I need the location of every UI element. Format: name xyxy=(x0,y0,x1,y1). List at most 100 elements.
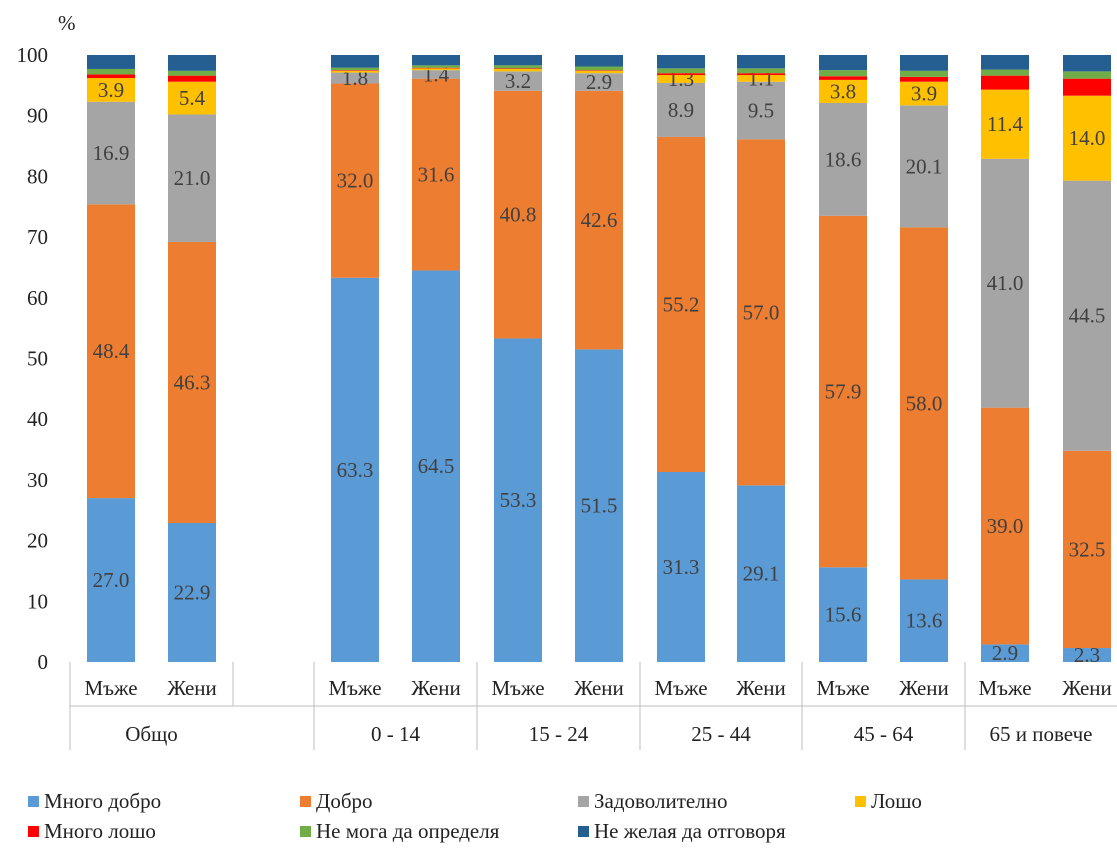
bar-segment xyxy=(168,70,216,76)
bar-segment xyxy=(575,66,623,71)
bar-segment xyxy=(168,81,216,115)
bar-segment xyxy=(412,78,460,271)
bar-segment xyxy=(819,55,867,71)
bar-segment xyxy=(737,73,785,76)
bar-segment xyxy=(87,55,135,69)
data-label: 14.0 xyxy=(1069,126,1106,150)
data-label: 32.0 xyxy=(337,169,374,193)
legend-label: Не мога да определя xyxy=(316,819,500,843)
bar-segment xyxy=(1063,648,1111,662)
data-label: 51.5 xyxy=(581,494,618,518)
bar-segment xyxy=(412,67,460,69)
bar-segment xyxy=(737,55,785,69)
x-category-label: Жени xyxy=(411,676,461,700)
data-label: 8.9 xyxy=(668,98,694,122)
y-axis-unit: % xyxy=(58,11,76,35)
bar-segment xyxy=(168,241,216,523)
bar-segment xyxy=(819,70,867,77)
legend-swatch xyxy=(28,826,39,837)
legend-label: Лошо xyxy=(871,789,922,813)
bar-segment xyxy=(737,139,785,486)
bar-segment xyxy=(87,101,135,205)
x-category-label: Мъже xyxy=(816,676,869,700)
bar-segment xyxy=(87,204,135,499)
data-label: 53.3 xyxy=(500,488,537,512)
data-label: 27.0 xyxy=(93,568,130,592)
data-label: 29.1 xyxy=(743,562,780,586)
bar-segment xyxy=(331,72,379,84)
data-label: 16.9 xyxy=(93,141,130,165)
data-label: 48.4 xyxy=(93,339,130,363)
x-group-label: 15 - 24 xyxy=(529,722,589,746)
bar-segment xyxy=(1063,71,1111,79)
x-category-label: Жени xyxy=(736,676,786,700)
bar-segment xyxy=(1063,180,1111,451)
bar-segment xyxy=(168,114,216,242)
data-label: 5.4 xyxy=(179,86,206,110)
bar-segment xyxy=(494,68,542,72)
bar-segment xyxy=(981,89,1029,159)
data-label: 20.1 xyxy=(906,154,943,178)
y-axis: 0 10 20 30 40 50 60 70 80 90 100 xyxy=(17,43,49,674)
bar-segment xyxy=(168,522,216,662)
bar-segment xyxy=(737,485,785,662)
bar-segment xyxy=(87,68,135,75)
bar-segment xyxy=(900,70,948,77)
legend-swatch xyxy=(578,826,589,837)
y-tick-label: 80 xyxy=(27,164,48,188)
data-label: 57.9 xyxy=(825,380,862,404)
x-group-label: 25 - 44 xyxy=(691,722,751,746)
y-tick-label: 40 xyxy=(27,407,48,431)
x-category-label: Мъже xyxy=(491,676,544,700)
data-label: 58.0 xyxy=(906,391,943,415)
bar-segment xyxy=(575,73,623,91)
y-tick-label: 30 xyxy=(27,468,48,492)
y-tick-label: 100 xyxy=(17,43,49,67)
bar-segment xyxy=(412,68,460,71)
legend-label: Много лошо xyxy=(44,819,156,843)
bar-segment xyxy=(657,55,705,69)
bar-segment xyxy=(900,579,948,662)
x-axis: Мъже Жени Мъже Жени Мъже Жени Мъже Жени Мъже Жени… xyxy=(69,662,1117,750)
bar-segment xyxy=(575,55,623,67)
bar-segment xyxy=(900,76,948,82)
data-label: 46.3 xyxy=(174,370,211,394)
data-label: 9.5 xyxy=(748,99,774,123)
bar-segment xyxy=(494,338,542,662)
bar-segment xyxy=(657,68,705,74)
bar-segment xyxy=(981,69,1029,76)
x-group-label: Общо xyxy=(125,722,178,746)
bar-segment xyxy=(900,81,948,106)
bar-segment xyxy=(657,73,705,76)
bar-segment xyxy=(981,407,1029,645)
bar-segment xyxy=(412,65,460,68)
bar-segment xyxy=(1063,450,1111,649)
bar-segment xyxy=(494,90,542,339)
bar-segment xyxy=(657,472,705,662)
bar-segment xyxy=(412,55,460,66)
bar-segment xyxy=(1063,78,1111,96)
legend-swatch xyxy=(855,796,866,807)
bar-segment xyxy=(412,70,460,79)
y-tick-label: 70 xyxy=(27,225,48,249)
y-tick-label: 90 xyxy=(27,104,48,128)
data-label: 3.9 xyxy=(98,78,124,102)
data-label: 11.4 xyxy=(987,112,1023,136)
bar-segment xyxy=(87,74,135,79)
data-label: 3.9 xyxy=(911,82,937,106)
x-group-label: 0 - 14 xyxy=(371,722,420,746)
data-label: 31.6 xyxy=(418,163,455,187)
data-label: 21.0 xyxy=(174,166,211,190)
bar-segment xyxy=(981,644,1029,662)
data-label: 22.9 xyxy=(174,580,211,604)
bar-segment xyxy=(494,68,542,69)
y-tick-label: 20 xyxy=(27,529,48,553)
bar-segment xyxy=(168,55,216,71)
bar-segment xyxy=(1063,95,1111,181)
bar-segment xyxy=(819,76,867,80)
y-tick-label: 50 xyxy=(27,347,48,371)
x-category-label: Жени xyxy=(167,676,217,700)
bar-segment xyxy=(331,70,379,71)
bar-segment xyxy=(331,70,379,73)
